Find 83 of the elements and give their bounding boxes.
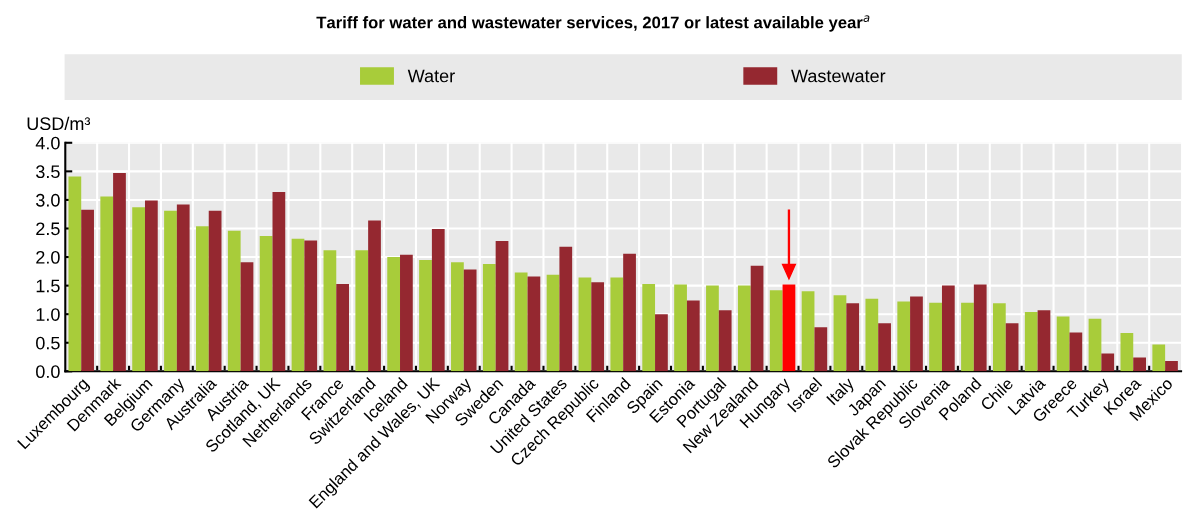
bar (1088, 318, 1102, 372)
y-tick-label: 1.5 (36, 279, 60, 293)
bar (176, 204, 190, 372)
bar (355, 250, 369, 372)
bar (368, 220, 381, 372)
bar (527, 276, 541, 372)
chart-title: Tariff for water and wastewater services, 2017 or latest available year$^{a}$ (316, 15, 870, 32)
bar (144, 200, 158, 372)
bar (1056, 316, 1070, 372)
y-tick-label: 3.5 (36, 165, 60, 179)
bar (559, 246, 573, 372)
bar (1005, 323, 1019, 372)
bar (1069, 332, 1083, 372)
bar (272, 191, 286, 372)
bar (674, 284, 687, 372)
bar (259, 235, 273, 372)
bar (655, 314, 668, 372)
y-tick-label: 1.0 (36, 308, 60, 321)
bar (400, 254, 413, 372)
bar (1024, 311, 1038, 372)
bar (100, 196, 114, 372)
bar (929, 302, 942, 372)
bar (164, 210, 177, 372)
bar (769, 290, 783, 372)
y-tick-label: 3.0 (36, 193, 60, 207)
y-tick-label: 0.0 (36, 365, 60, 379)
bar (463, 269, 477, 372)
bar (801, 291, 815, 372)
bar (227, 230, 241, 372)
bar (973, 284, 987, 372)
bar (623, 253, 636, 372)
bar (132, 207, 145, 372)
bar (897, 301, 911, 372)
y-axis-title: USD/m³ (27, 116, 91, 131)
bar (482, 263, 496, 372)
bar (686, 300, 700, 372)
bar (814, 327, 828, 372)
bar (642, 283, 656, 372)
bar (514, 272, 528, 372)
bar (113, 173, 126, 372)
y-tick-label: 0.5 (36, 336, 60, 350)
bar (546, 274, 560, 372)
bar (878, 323, 891, 372)
bar (1037, 310, 1051, 372)
bar (451, 262, 464, 372)
bar (718, 310, 732, 372)
bar (591, 282, 605, 372)
bar (336, 283, 350, 372)
bar (750, 265, 764, 372)
bar (941, 285, 955, 372)
bar (1152, 344, 1166, 372)
bar (495, 241, 509, 372)
bar (240, 262, 254, 372)
bar (387, 257, 401, 372)
bar (81, 209, 94, 372)
bar (291, 238, 305, 372)
y-tick-label: 2.0 (36, 250, 60, 264)
legend-label: Water (407, 69, 455, 83)
bar (1165, 361, 1178, 372)
bar (833, 295, 847, 372)
bar (706, 285, 719, 372)
bar (1120, 333, 1134, 372)
bar (419, 259, 432, 372)
bar (1133, 357, 1146, 372)
bar (610, 277, 624, 372)
bar (323, 250, 337, 372)
bar (431, 229, 445, 372)
bar (846, 303, 860, 372)
bar (961, 302, 974, 372)
bar (910, 296, 923, 372)
y-tick-label: 4.0 (35, 136, 60, 150)
bar (992, 303, 1006, 372)
bar (578, 277, 592, 372)
bar (737, 285, 751, 372)
legend-label: Wastewater (791, 69, 886, 83)
bar (68, 176, 82, 372)
y-tick-label: 2.5 (36, 222, 60, 236)
bar (208, 210, 222, 372)
bar (195, 226, 209, 372)
bar (1101, 353, 1115, 372)
bar (865, 298, 879, 372)
bar (304, 240, 318, 372)
bar (782, 284, 796, 372)
